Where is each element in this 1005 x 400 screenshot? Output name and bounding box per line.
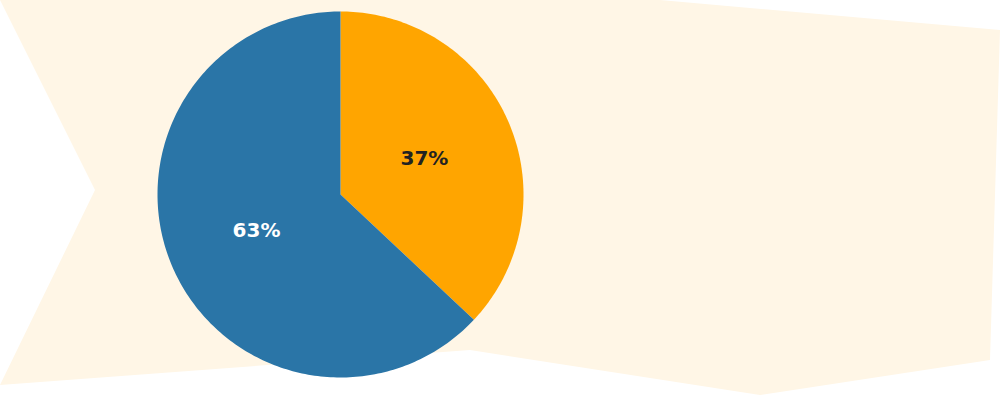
svg-text:37%: 37% [401,146,449,170]
svg-text:63%: 63% [233,218,281,242]
